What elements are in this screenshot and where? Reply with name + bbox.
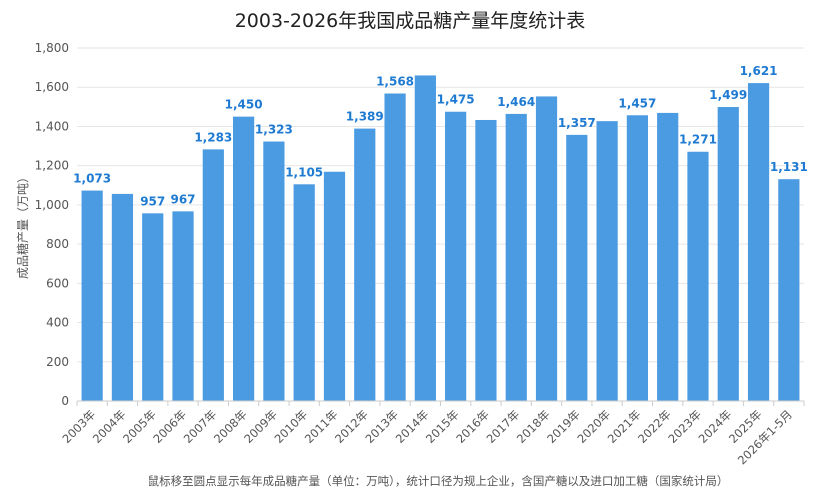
data-labels-layer: 1,073 957 967 1,283 1,450 1,323 1,105 1,389 1,56…: [73, 64, 808, 208]
x-tick-label: 2023年: [665, 407, 704, 446]
data-label: 1,105: [285, 165, 323, 179]
data-label: 1,450: [225, 98, 263, 112]
x-tick-label: 2014年: [393, 407, 432, 446]
y-tick-label: 200: [46, 355, 69, 369]
x-tick-label: 2022年: [635, 407, 674, 446]
y-tick-label: 1,600: [35, 80, 69, 94]
data-label: 1,357: [558, 116, 596, 130]
x-tick-label: 2003年: [60, 407, 99, 446]
bar[interactable]: [778, 179, 800, 401]
bars-layer: [81, 75, 800, 402]
bar[interactable]: [414, 75, 436, 401]
y-tick-label: 1,200: [35, 159, 69, 173]
x-tick-label: 2016年: [453, 407, 492, 446]
footnote: 鼠标移至圆点显示每年成品糖产量（单位：万吨），统计口径为规上企业，含国产糖以及进…: [148, 474, 729, 488]
x-tick-label: 2010年: [272, 407, 311, 446]
x-tick-label: 2012年: [332, 407, 371, 446]
x-tick-label: 2021年: [605, 407, 644, 446]
y-tick-label: 1,800: [35, 41, 69, 55]
data-label: 1,271: [679, 133, 717, 147]
x-tick-label: 2004年: [90, 407, 129, 446]
data-label: 957: [140, 194, 165, 208]
bar[interactable]: [475, 119, 497, 401]
bar[interactable]: [657, 112, 679, 401]
x-tick-label: 2020年: [574, 407, 613, 446]
x-tick-label: 2018年: [514, 407, 553, 446]
bar[interactable]: [293, 184, 315, 401]
x-tick-label: 2005年: [120, 407, 159, 446]
y-axis-title: 成品糖产量（万吨）: [15, 171, 30, 279]
data-label: 1,475: [437, 93, 475, 107]
y-tick-label: 600: [46, 276, 69, 290]
bar[interactable]: [626, 115, 648, 401]
bar[interactable]: [142, 213, 164, 401]
bar[interactable]: [81, 190, 103, 401]
x-tick-label: 2015年: [423, 407, 462, 446]
bar[interactable]: [445, 111, 467, 401]
bar[interactable]: [384, 93, 406, 402]
y-tick-label: 800: [46, 237, 69, 251]
bar[interactable]: [354, 128, 376, 401]
x-tick-label: 2007年: [181, 407, 220, 446]
bar[interactable]: [596, 121, 618, 401]
data-label: 1,131: [770, 160, 808, 174]
x-tick-label: 2011年: [302, 407, 341, 446]
x-axis: 2003年2004年2005年2006年2007年2008年2009年2010年…: [60, 400, 805, 467]
bar[interactable]: [111, 193, 134, 401]
x-tick-label: 2017年: [484, 407, 523, 446]
x-tick-label: 2013年: [362, 407, 401, 446]
y-tick-label: 1,000: [35, 198, 69, 212]
data-label: 1,621: [740, 64, 778, 78]
x-tick-label: 2019年: [544, 407, 583, 446]
data-label: 1,073: [73, 172, 111, 186]
x-tick-label: 2006年: [150, 407, 189, 446]
y-tick-label: 400: [46, 316, 69, 330]
bar[interactable]: [263, 141, 285, 402]
bar[interactable]: [233, 116, 255, 401]
bar[interactable]: [172, 211, 194, 401]
data-label: 1,457: [618, 96, 656, 110]
data-label: 1,464: [497, 95, 535, 109]
chart-title: 2003-2026年我国成品糖产量年度统计表: [235, 10, 586, 32]
y-tick-label: 1,400: [35, 119, 69, 133]
y-tick-label: 0: [61, 394, 69, 408]
data-label: 1,323: [255, 123, 293, 137]
y-axis: 0 200 400 600 800 1,000 1,200 1,400 1,600 1,800: [35, 41, 69, 408]
data-label: 1,499: [709, 88, 747, 102]
bar[interactable]: [202, 149, 224, 401]
grid-layer: [77, 47, 804, 363]
bar[interactable]: [535, 96, 558, 401]
bar[interactable]: [566, 134, 588, 401]
data-label: 967: [170, 192, 195, 206]
x-tick-label: 2024年: [696, 407, 735, 446]
data-label: 1,283: [194, 130, 232, 144]
bar[interactable]: [747, 83, 770, 402]
data-label: 1,568: [376, 74, 414, 88]
bar[interactable]: [323, 171, 346, 401]
bar[interactable]: [717, 107, 739, 401]
data-label: 1,389: [346, 110, 384, 124]
x-tick-label: 2009年: [241, 407, 280, 446]
bar[interactable]: [687, 151, 709, 401]
bar[interactable]: [505, 113, 527, 401]
x-tick-label: 2008年: [211, 407, 250, 446]
